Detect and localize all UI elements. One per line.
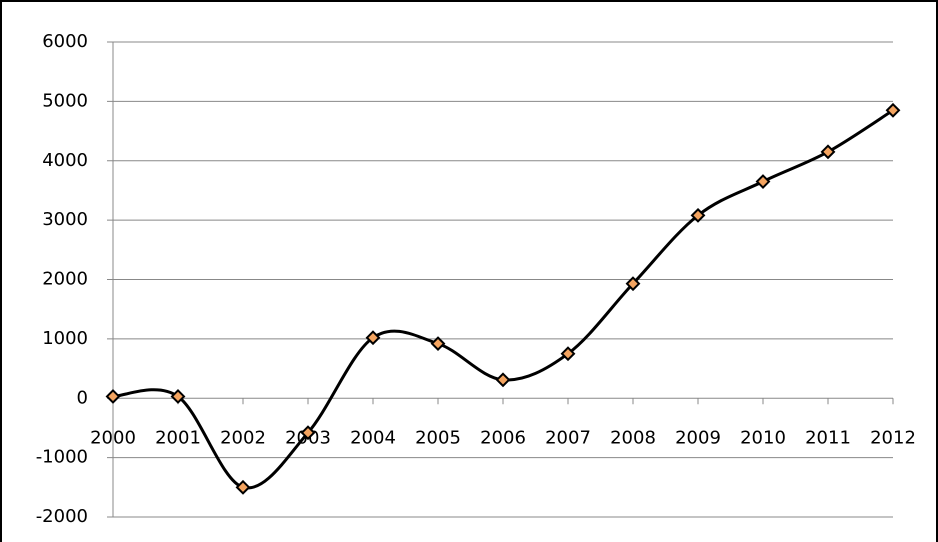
y-tick-label: -2000 — [36, 506, 88, 527]
chart: -2000 -1000 0 1000 2000 3000 4000 5000 6000 2000 2… — [0, 0, 938, 542]
y-tick-label: 2000 — [42, 269, 88, 290]
y-tick-label: 0 — [77, 387, 88, 408]
y-tick-label: 4000 — [42, 150, 88, 171]
x-tick-label: 2010 — [740, 427, 786, 448]
y-tick-label: 6000 — [42, 31, 88, 52]
chart-frame — [1, 1, 937, 542]
x-tick-label: 2012 — [870, 427, 916, 448]
x-tick-label: 2000 — [90, 427, 136, 448]
x-tick-label: 2009 — [675, 427, 721, 448]
x-tick-label: 2011 — [805, 427, 851, 448]
x-tick-label: 2008 — [610, 427, 656, 448]
y-tick-label: 3000 — [42, 209, 88, 230]
x-tick-label: 2002 — [220, 427, 266, 448]
x-tick-label: 2001 — [155, 427, 201, 448]
x-tick-label: 2004 — [350, 427, 396, 448]
y-tick-label: 5000 — [42, 90, 88, 111]
x-tick-label: 2007 — [545, 427, 591, 448]
x-tick-label: 2005 — [415, 427, 461, 448]
y-tick-label: -1000 — [36, 447, 88, 468]
x-tick-label: 2006 — [480, 427, 526, 448]
y-tick-label: 1000 — [42, 328, 88, 349]
